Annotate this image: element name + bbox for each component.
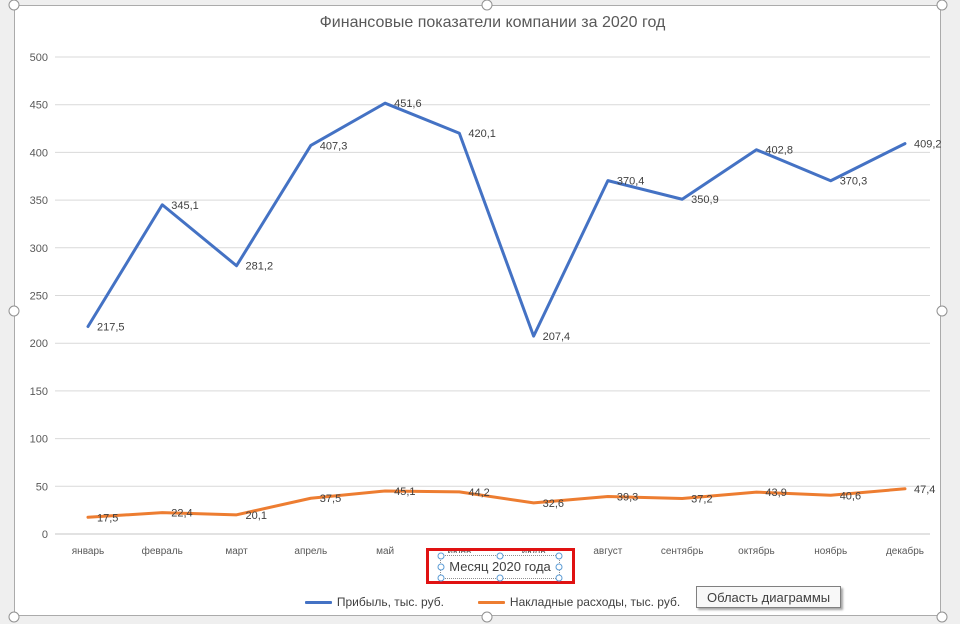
chart-resize-handle-top-left[interactable] bbox=[8, 0, 20, 11]
data-label: 37,5 bbox=[320, 493, 341, 505]
y-axis-tick-label: 250 bbox=[30, 291, 48, 303]
textbox-handle-middle-right[interactable] bbox=[555, 563, 563, 570]
data-label: 40,6 bbox=[840, 490, 861, 502]
data-label: 217,5 bbox=[97, 322, 125, 334]
y-axis-tick-label: 350 bbox=[30, 195, 48, 207]
data-label: 44,2 bbox=[468, 487, 489, 499]
textbox-handle-top-left[interactable] bbox=[437, 552, 445, 559]
data-label: 20,1 bbox=[246, 510, 267, 522]
textbox-handle-top-center[interactable] bbox=[496, 552, 504, 559]
chart-area-tooltip-text: Область диаграммы bbox=[707, 589, 831, 605]
y-axis-tick-label: 450 bbox=[30, 100, 48, 112]
chart-resize-handle-bottom-left[interactable] bbox=[8, 611, 20, 623]
x-axis-title-text: Месяц 2020 года bbox=[449, 559, 551, 574]
chart-resize-handle-top-right[interactable] bbox=[936, 0, 948, 11]
y-axis-tick-label: 400 bbox=[30, 147, 48, 159]
data-label: 451,6 bbox=[394, 98, 422, 110]
x-axis-category-label: сентябрь bbox=[661, 545, 704, 557]
x-axis-category-label: август bbox=[593, 546, 622, 557]
series-line-0[interactable] bbox=[86, 101, 907, 338]
data-label: 402,8 bbox=[765, 145, 793, 157]
x-axis-title-box[interactable]: Месяц 2020 года bbox=[437, 552, 563, 581]
y-axis-tick-label: 200 bbox=[30, 338, 48, 350]
plot-area[interactable]: 0 50 100 150 200 250 300 350 400 450 500 январь февр… bbox=[14, 5, 942, 617]
chart-resize-handle-middle-left[interactable] bbox=[8, 305, 20, 317]
data-label: 207,4 bbox=[543, 331, 571, 343]
x-axis-category-label: октябрь bbox=[738, 545, 775, 557]
chart-resize-handle-middle-right[interactable] bbox=[936, 305, 948, 317]
legend[interactable]: Прибыль, тыс. руб. Накладные расходы, тыс… bbox=[55, 593, 930, 611]
textbox-handle-top-right[interactable] bbox=[555, 552, 563, 559]
x-axis-category-label: май bbox=[376, 546, 394, 557]
x-axis-category-label: январь bbox=[72, 546, 104, 557]
data-label: 37,2 bbox=[691, 494, 712, 506]
data-label: 350,9 bbox=[691, 194, 719, 206]
legend-item-0[interactable]: Прибыль, тыс. руб. bbox=[304, 595, 444, 609]
x-axis-category-label: ноябрь bbox=[814, 545, 847, 557]
textbox-handle-middle-left[interactable] bbox=[437, 563, 445, 570]
x-axis-category-label: февраль bbox=[142, 545, 183, 557]
textbox-handle-bottom-left[interactable] bbox=[437, 574, 445, 581]
x-axis-category-label: декабрь bbox=[886, 545, 924, 557]
x-axis-category-label: март bbox=[225, 546, 248, 557]
data-label: 32,6 bbox=[543, 498, 564, 510]
x-axis-category-label: апрель bbox=[294, 546, 327, 557]
data-label: 420,1 bbox=[468, 128, 496, 140]
chart-resize-handle-top-center[interactable] bbox=[481, 0, 493, 11]
legend-label: Прибыль, тыс. руб. bbox=[336, 595, 444, 609]
legend-label: Накладные расходы, тыс. руб. bbox=[509, 595, 681, 609]
series-line-1[interactable] bbox=[86, 487, 907, 519]
textbox-handle-bottom-right[interactable] bbox=[555, 574, 563, 581]
y-axis-tick-label: 0 bbox=[42, 529, 48, 541]
data-label: 345,1 bbox=[171, 200, 199, 212]
legend-swatch-icon bbox=[477, 600, 505, 604]
data-label: 47,4 bbox=[914, 484, 935, 496]
red-highlight-rectangle bbox=[426, 548, 575, 584]
legend-swatch-icon bbox=[304, 600, 332, 604]
chart-resize-handle-bottom-right[interactable] bbox=[936, 611, 948, 623]
data-label: 281,2 bbox=[246, 261, 274, 273]
data-label: 17,5 bbox=[97, 512, 118, 524]
x-axis-category-label: июнь bbox=[447, 546, 471, 557]
y-axis-tick-label: 500 bbox=[30, 52, 48, 64]
data-label: 370,4 bbox=[617, 176, 645, 188]
x-axis-category-label: июль bbox=[522, 546, 546, 557]
y-axis-tick-label: 50 bbox=[36, 481, 48, 493]
chart-resize-handle-bottom-center[interactable] bbox=[481, 611, 493, 623]
data-label: 45,1 bbox=[394, 486, 415, 498]
data-label: 409,2 bbox=[914, 139, 942, 151]
data-label: 22,4 bbox=[171, 508, 192, 520]
data-label: 407,3 bbox=[320, 140, 348, 152]
chart-title[interactable]: Финансовые показатели компании за 2020 г… bbox=[319, 14, 666, 31]
data-label: 43,9 bbox=[765, 487, 786, 499]
x-axis-title-container: Месяц 2020 года bbox=[433, 552, 567, 581]
y-axis-tick-label: 150 bbox=[30, 386, 48, 398]
textbox-handle-bottom-center[interactable] bbox=[496, 574, 504, 581]
data-label: 370,3 bbox=[840, 176, 868, 188]
y-axis-tick-label: 100 bbox=[30, 434, 48, 446]
data-label: 39,3 bbox=[617, 492, 638, 504]
legend-item-1[interactable]: Накладные расходы, тыс. руб. bbox=[477, 595, 681, 609]
chart-area-tooltip: Область диаграммы bbox=[696, 586, 842, 608]
y-axis-tick-label: 300 bbox=[30, 243, 48, 255]
